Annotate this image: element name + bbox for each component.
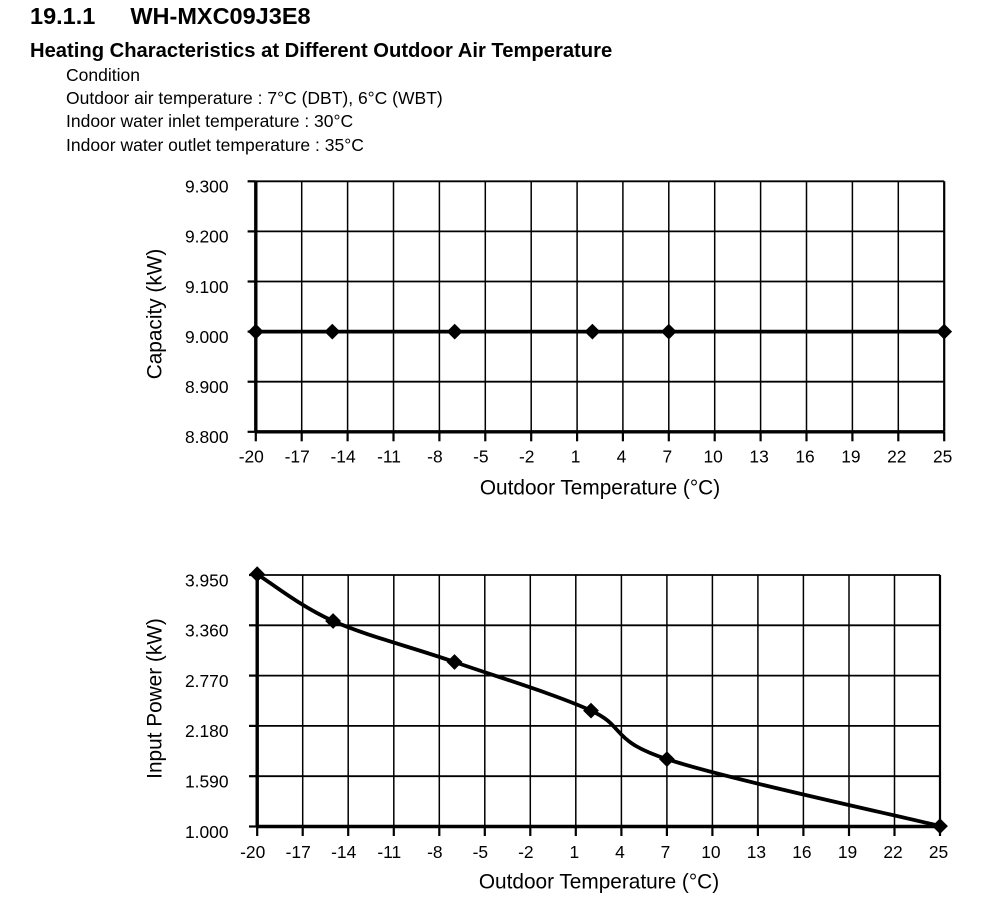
svg-text:-8: -8: [427, 447, 442, 467]
svg-text:16: 16: [795, 447, 814, 467]
svg-text:7: 7: [662, 447, 672, 467]
svg-text:4: 4: [617, 447, 627, 467]
svg-text:1.590: 1.590: [185, 772, 229, 792]
svg-text:19: 19: [838, 842, 857, 862]
svg-text:16: 16: [792, 842, 811, 862]
svg-text:3.950: 3.950: [185, 570, 229, 590]
svg-text:8.900: 8.900: [185, 377, 229, 397]
svg-text:-17: -17: [285, 447, 310, 467]
svg-text:-5: -5: [473, 447, 488, 467]
svg-text:-8: -8: [427, 842, 442, 862]
svg-text:10: 10: [704, 447, 723, 467]
svg-text:3.360: 3.360: [185, 621, 229, 641]
svg-text:8.800: 8.800: [185, 427, 229, 447]
svg-text:22: 22: [887, 447, 906, 467]
svg-text:Input Power (kW): Input Power (kW): [144, 618, 167, 779]
svg-text:-2: -2: [519, 447, 534, 467]
svg-text:-11: -11: [377, 842, 401, 862]
svg-text:1: 1: [569, 842, 579, 862]
svg-text:-14: -14: [331, 842, 356, 862]
svg-text:9.100: 9.100: [185, 277, 229, 297]
svg-text:-11: -11: [377, 447, 401, 467]
svg-text:22: 22: [883, 842, 902, 862]
svg-text:25: 25: [929, 842, 948, 862]
svg-text:-20: -20: [239, 447, 264, 467]
svg-text:Outdoor Temperature (°C): Outdoor Temperature (°C): [479, 871, 719, 894]
svg-text:9.000: 9.000: [185, 327, 229, 347]
svg-text:9.300: 9.300: [185, 177, 229, 197]
svg-text:Outdoor Temperature (°C): Outdoor Temperature (°C): [480, 477, 720, 500]
svg-text:1.000: 1.000: [185, 822, 229, 842]
svg-text:1: 1: [571, 447, 581, 467]
svg-text:2.180: 2.180: [185, 721, 229, 741]
svg-text:25: 25: [933, 447, 952, 467]
svg-text:-5: -5: [473, 842, 488, 862]
svg-text:-2: -2: [518, 842, 533, 862]
svg-text:Capacity (kW): Capacity (kW): [144, 249, 167, 380]
svg-text:4: 4: [615, 842, 625, 862]
svg-text:2.770: 2.770: [185, 671, 229, 691]
svg-text:13: 13: [747, 842, 766, 862]
svg-text:-17: -17: [286, 842, 311, 862]
svg-text:9.200: 9.200: [185, 227, 229, 247]
svg-text:13: 13: [749, 447, 768, 467]
svg-text:10: 10: [701, 842, 720, 862]
svg-text:7: 7: [661, 842, 671, 862]
svg-text:19: 19: [841, 447, 860, 467]
svg-text:-14: -14: [331, 447, 356, 467]
svg-text:-20: -20: [240, 842, 265, 862]
